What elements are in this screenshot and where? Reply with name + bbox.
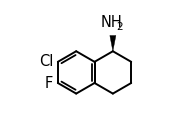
Text: NH: NH [101,15,123,30]
Polygon shape [110,35,116,51]
Text: 2: 2 [117,22,123,32]
Text: F: F [45,76,53,91]
Text: Cl: Cl [39,54,53,69]
